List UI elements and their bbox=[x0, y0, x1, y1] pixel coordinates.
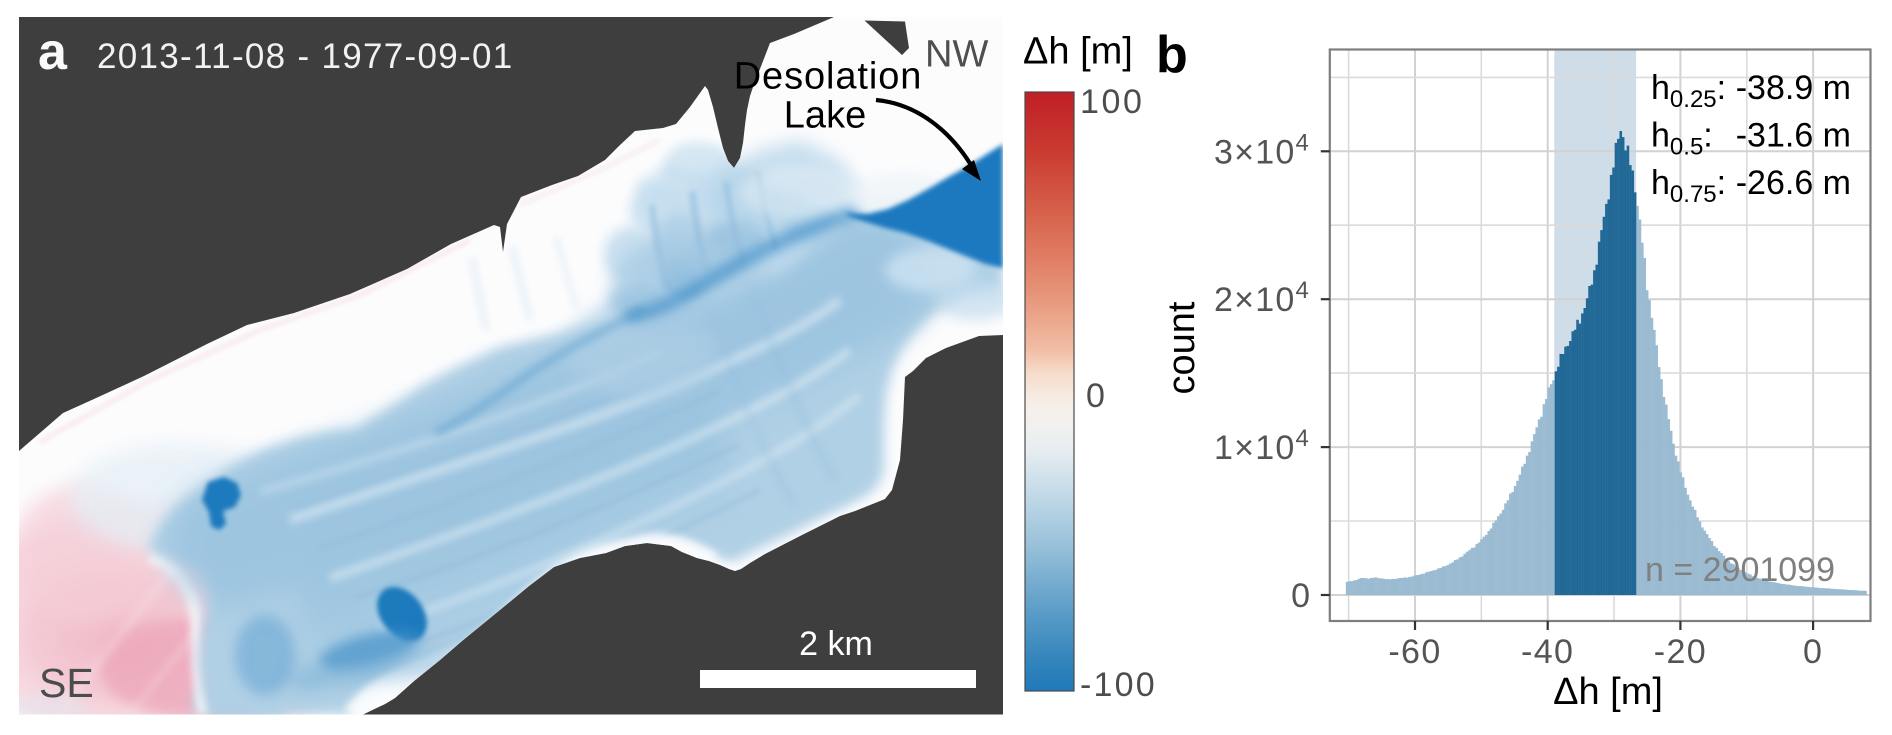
svg-text:-100: -100 bbox=[1080, 666, 1157, 704]
svg-text:3×104: 3×104 bbox=[1214, 129, 1310, 171]
svg-text:h0.25:: h0.25: bbox=[1651, 69, 1726, 113]
svg-text:Δh [m]: Δh [m] bbox=[1023, 31, 1133, 73]
svg-text:a: a bbox=[38, 23, 68, 81]
svg-text:h0.5:: h0.5: bbox=[1651, 117, 1713, 161]
svg-text:-60: -60 bbox=[1388, 633, 1441, 671]
svg-text:2013-11-08 - 1977-09-01: 2013-11-08 - 1977-09-01 bbox=[97, 37, 513, 76]
svg-text:-26.6 m: -26.6 m bbox=[1736, 164, 1851, 202]
svg-text:b: b bbox=[1156, 26, 1188, 84]
svg-text:2 km: 2 km bbox=[799, 625, 873, 663]
svg-text:1×104: 1×104 bbox=[1214, 425, 1310, 467]
svg-text:Δh [m]: Δh [m] bbox=[1553, 671, 1663, 713]
svg-text:-20: -20 bbox=[1654, 633, 1707, 671]
svg-text:100: 100 bbox=[1080, 83, 1145, 121]
svg-text:Desolation: Desolation bbox=[734, 56, 923, 98]
svg-text:Lake: Lake bbox=[784, 95, 866, 137]
svg-text:0: 0 bbox=[1086, 377, 1105, 415]
svg-text:0: 0 bbox=[1291, 577, 1310, 615]
svg-text:SE: SE bbox=[39, 660, 94, 706]
svg-text:2×104: 2×104 bbox=[1214, 277, 1310, 319]
svg-text:-40: -40 bbox=[1521, 633, 1574, 671]
svg-text:count: count bbox=[1161, 301, 1203, 394]
svg-text:n = 2901099: n = 2901099 bbox=[1645, 551, 1835, 589]
svg-text:h0.75:: h0.75: bbox=[1651, 164, 1726, 208]
svg-text:NW: NW bbox=[925, 34, 988, 76]
svg-text:-31.6 m: -31.6 m bbox=[1736, 117, 1851, 155]
svg-text:-38.9 m: -38.9 m bbox=[1736, 69, 1851, 107]
svg-text:0: 0 bbox=[1803, 633, 1823, 671]
